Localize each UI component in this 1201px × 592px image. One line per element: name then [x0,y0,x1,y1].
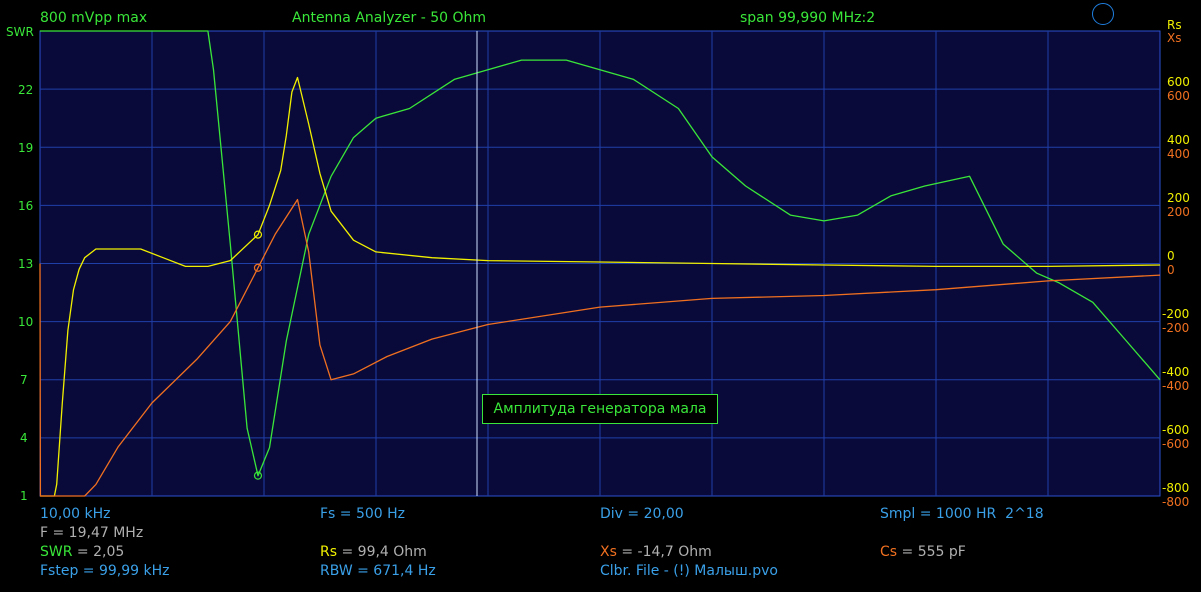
rs-tick: -200 [1162,307,1190,321]
record-circle-icon[interactable] [1092,3,1114,25]
xs-tick: 200 [1167,205,1190,219]
xs-tick: 0 [1167,263,1175,277]
marker-frequency: F = 19,47 MHz [40,525,144,541]
xs-tick: 600 [1167,89,1190,103]
span-readout: span 99,990 MHz:2 [740,10,876,26]
swr-tick: 13 [18,257,34,271]
series-line-rs [40,76,1161,497]
swr-tick: 7 [20,373,28,387]
cs-readout: Cs = 555 pF [880,544,966,560]
swr-tick: 22 [18,83,34,97]
xs-tick: 400 [1167,147,1190,161]
xs-readout-label: Xs [600,544,617,560]
rs-readout: Rs = 99,4 Ohm [320,544,427,560]
analyzer-title: Antenna Analyzer - 50 Ohm [292,10,486,26]
rs-axis-label: Rs [1167,18,1182,32]
div-readout: Div = 20,00 [600,506,684,522]
amplitude-readout: 800 mVpp max [40,10,148,26]
cs-readout-label: Cs [880,544,898,560]
sample-rate-readout: Fs = 500 Hz [320,506,406,522]
xs-tick: -600 [1162,437,1190,451]
rs-tick: -800 [1162,481,1190,495]
swr-tick: 19 [18,141,34,155]
series-layer [39,30,1161,497]
low-amplitude-warning: Амплитуда генератора мала [482,394,718,424]
rs-tick: -400 [1162,365,1190,379]
xs-axis-label: Xs [1167,31,1182,45]
xs-tick: -200 [1162,321,1190,335]
rs-readout-label: Rs [320,544,338,560]
swr-readout-value: = 2,05 [72,544,125,560]
cursor-marker-xs [253,263,263,272]
swr-readout-label: SWR [40,544,73,560]
rs-readout-value: = 99,4 Ohm [337,544,427,560]
samples-readout: Smpl = 1000 HR 2^18 [880,506,1044,522]
xs-tick: -400 [1162,379,1190,393]
start-frequency: 10,00 kHz [40,506,111,522]
rs-tick: 400 [1167,133,1190,147]
xs-readout: Xs = -14,7 Ohm [600,544,712,560]
swr-axis-label: SWR [6,25,34,39]
cursor-marker-rs [253,230,263,239]
rbw-readout: RBW = 671,4 Hz [320,563,436,579]
xs-tick: -800 [1162,495,1190,509]
cs-readout-value: = 555 pF [897,544,966,560]
swr-tick: 10 [18,315,34,329]
rs-tick: 600 [1167,75,1190,89]
marker-layer [253,230,263,480]
cursor-marker-swr [253,471,263,480]
rs-tick: -600 [1162,423,1190,437]
swr-readout: SWR = 2,05 [40,544,124,560]
swr-tick: 1 [20,489,28,503]
rs-tick: 0 [1167,249,1175,263]
series-line-xs [39,198,1161,497]
xs-readout-value: = -14,7 Ohm [616,544,712,560]
series-line-swr [40,30,1161,477]
frequency-step: Fstep = 99,99 kHz [40,563,170,579]
swr-tick: 16 [18,199,34,213]
calibration-file[interactable]: Clbr. File - (!) Малыш.pvo [600,563,778,579]
rs-tick: 200 [1167,191,1190,205]
swr-tick: 4 [20,431,28,445]
